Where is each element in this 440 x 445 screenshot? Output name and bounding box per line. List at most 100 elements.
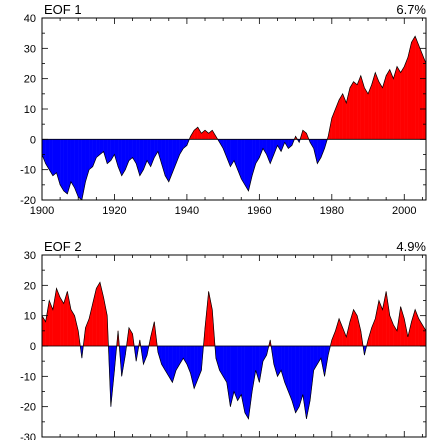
x-tick-label: 1980 <box>320 205 344 217</box>
y-tick-label: 30 <box>24 250 36 262</box>
positive-area-segment <box>389 69 394 140</box>
panel-2: -30 -20 -10 0 10 20 30 EOF 2 4.9% <box>20 239 427 444</box>
y-tick-label: 30 <box>24 43 36 55</box>
positive-area-segment <box>59 296 64 347</box>
positive-area-segment <box>418 318 423 347</box>
negative-area-segment <box>237 139 242 179</box>
positive-anomaly-fill <box>189 35 426 140</box>
y-tick-label: 10 <box>24 104 36 116</box>
negative-area-segment <box>222 139 227 158</box>
negative-area-segment <box>251 345 256 392</box>
y-tick-label: -20 <box>20 402 36 414</box>
negative-area-segment <box>157 139 162 164</box>
positive-area-segment <box>45 300 50 347</box>
positive-area-segment <box>74 315 79 347</box>
y-tick-label: 20 <box>24 74 36 86</box>
positive-area-segment <box>103 297 108 347</box>
negative-area-segment <box>78 139 82 200</box>
positive-area-segment <box>400 65 405 140</box>
negative-area-segment <box>52 139 57 177</box>
y-tick-label: 0 <box>30 134 36 146</box>
positive-area-segment <box>357 75 361 140</box>
negative-anomaly-fill <box>80 345 367 420</box>
negative-area-segment <box>262 345 267 362</box>
negative-area-segment <box>259 139 264 158</box>
negative-area-segment <box>273 345 278 377</box>
y-tick-label: 40 <box>24 13 36 25</box>
positive-area-segment <box>386 291 390 347</box>
negative-area-segment <box>143 345 148 365</box>
positive-area-segment <box>338 93 343 140</box>
positive-area-segment <box>404 57 409 140</box>
positive-area-segment <box>375 300 380 347</box>
negative-area-segment <box>67 139 72 194</box>
positive-area-segment <box>411 35 416 140</box>
negative-area-segment <box>194 345 198 389</box>
negative-area-segment <box>168 139 173 182</box>
negative-area-segment <box>244 345 249 420</box>
y-tick-label: -20 <box>20 195 36 207</box>
negative-area-segment <box>88 139 93 170</box>
positive-area-segment <box>197 126 202 140</box>
positive-area-segment <box>375 72 380 140</box>
y-tick-label: 20 <box>24 280 36 292</box>
x-tick-label: 1900 <box>30 205 54 217</box>
negative-area-segment <box>320 139 325 158</box>
negative-area-segment <box>306 345 311 419</box>
positive-area-segment <box>396 65 401 140</box>
negative-area-segment <box>230 345 235 407</box>
variance-label: 4.9% <box>396 239 426 254</box>
series-line <box>42 281 426 420</box>
negative-area-segment <box>230 139 235 168</box>
negative-area-segment <box>244 139 249 192</box>
x-tick-label: 2000 <box>392 205 416 217</box>
panel-title: EOF 2 <box>44 239 82 254</box>
negative-area-segment <box>226 345 231 407</box>
series-line <box>42 35 426 200</box>
negative-area-segment <box>215 345 220 371</box>
positive-area-segment <box>99 282 104 347</box>
positive-area-segment <box>364 87 369 140</box>
negative-area-segment <box>63 139 68 195</box>
x-tick-label: 1960 <box>247 205 271 217</box>
negative-area-segment <box>146 139 151 168</box>
positive-area-segment <box>357 315 361 347</box>
negative-area-segment <box>114 139 119 167</box>
negative-area-segment <box>241 139 246 186</box>
x-tick-label: 1920 <box>102 205 126 217</box>
panel-title: EOF 1 <box>44 2 82 17</box>
negative-area-segment <box>237 345 242 402</box>
negative-area-segment <box>128 139 133 161</box>
y-tick-label: -10 <box>20 165 36 177</box>
positive-area-segment <box>418 45 423 140</box>
negative-anomaly-fill <box>42 139 328 200</box>
positive-area-segment <box>335 99 340 140</box>
negative-area-segment <box>103 139 108 164</box>
negative-area-segment <box>248 345 253 419</box>
positive-anomaly-fill <box>42 281 426 347</box>
y-tick-label: -10 <box>20 371 36 383</box>
negative-area-segment <box>165 139 169 183</box>
positive-area-segment <box>414 36 419 140</box>
positive-area-segment <box>335 318 340 347</box>
positive-area-segment <box>349 81 354 140</box>
negative-area-segment <box>262 139 267 156</box>
variance-label: 6.7% <box>396 2 426 17</box>
y-tick-label: 10 <box>24 311 36 323</box>
positive-area-segment <box>386 69 390 140</box>
negative-area-segment <box>59 139 64 192</box>
positive-area-segment <box>96 281 101 347</box>
positive-area-segment <box>63 291 68 347</box>
negative-area-segment <box>277 139 282 153</box>
negative-area-segment <box>70 139 75 189</box>
y-tick-label: 0 <box>30 341 36 353</box>
x-tick-label: 1940 <box>175 205 199 217</box>
positive-area-segment <box>353 81 358 140</box>
positive-area-segment <box>378 81 383 140</box>
positive-area-segment <box>342 327 347 347</box>
positive-area-segment <box>407 42 412 140</box>
negative-area-segment <box>107 139 111 164</box>
negative-area-segment <box>179 139 184 156</box>
